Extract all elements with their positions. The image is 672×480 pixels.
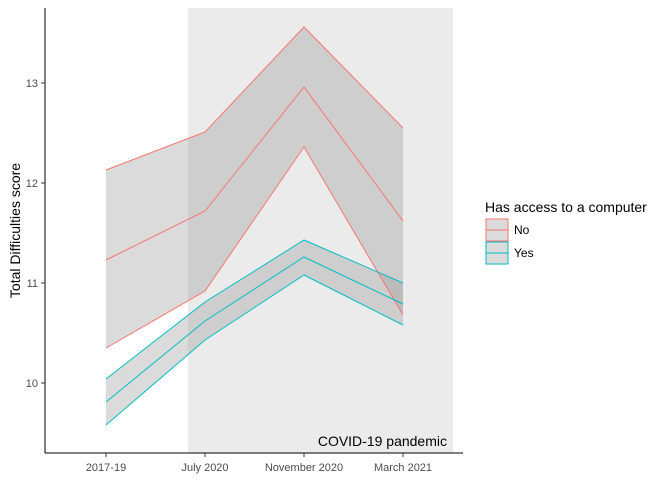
legend-item-no: No — [485, 218, 530, 242]
x-tick-label: 2017-19 — [86, 462, 126, 474]
legend-title: Has access to a computer — [485, 199, 647, 215]
y-tick-label: 11 — [27, 278, 38, 290]
ribbons-layer — [106, 27, 403, 425]
x-tick-label: November 2020 — [265, 462, 343, 474]
y-axis-title: Total Difficulties score — [7, 163, 23, 298]
legend-item-yes: Yes — [485, 241, 534, 265]
line-no-lower-bound — [105, 146, 404, 349]
ribbon-no — [106, 27, 403, 348]
x-tick-label: March 2021 — [374, 462, 432, 474]
line-yes-lower-bound — [105, 274, 404, 426]
line-no-estimate — [105, 86, 404, 261]
line-no-upper-bound — [105, 26, 404, 171]
ribbon-yes — [106, 240, 403, 425]
line-yes-estimate — [105, 256, 404, 403]
pandemic-shaded-region — [188, 8, 453, 453]
axes-layer: 10 11 12 13 2017-19 July 2020 November 2020 Mar… — [26, 8, 463, 474]
y-tick-label: 12 — [26, 178, 38, 190]
legend-label-yes: Yes — [514, 246, 534, 260]
line-yes-upper-bound — [105, 239, 404, 380]
annotation-covid: COVID-19 pandemic — [318, 433, 447, 449]
pandemic-shaded-region-layer — [188, 8, 453, 453]
legend: Has access to a computer No Yes — [485, 199, 647, 265]
y-tick-label: 10 — [26, 378, 38, 390]
lines-layer — [105, 26, 404, 426]
x-tick-label: July 2020 — [181, 462, 228, 474]
legend-label-no: No — [514, 223, 530, 237]
y-tick-label: 13 — [26, 78, 38, 90]
